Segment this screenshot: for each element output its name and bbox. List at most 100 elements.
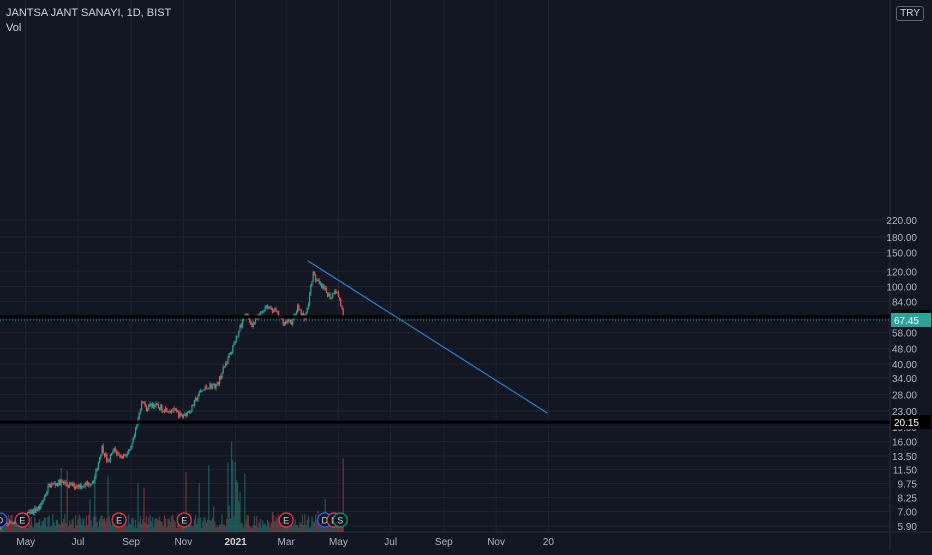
candle	[179, 410, 181, 418]
price-tick-label: 100.00	[886, 283, 917, 294]
event-marker-e[interactable]: E	[111, 512, 127, 528]
volume-bar	[76, 525, 78, 532]
volume-bar	[114, 522, 116, 532]
candle-body	[36, 509, 38, 511]
candle	[169, 410, 171, 414]
volume-bar	[237, 482, 239, 532]
volume-bar	[309, 527, 311, 532]
volume-bar	[271, 511, 273, 532]
price-tick-label: 9.75	[898, 480, 918, 491]
volume-bar	[73, 527, 75, 532]
candle-body	[117, 452, 119, 454]
candle-body	[69, 483, 71, 487]
candle-body	[195, 398, 197, 401]
candle-body	[130, 447, 132, 450]
candle-body	[216, 382, 218, 386]
candle	[301, 312, 303, 316]
event-marker-e[interactable]: E	[278, 512, 294, 528]
candle-body	[121, 455, 123, 458]
candle-body	[78, 484, 80, 488]
candle	[149, 401, 151, 407]
volume-bar	[57, 520, 59, 532]
candle	[40, 502, 42, 511]
event-marker-e[interactable]: E	[14, 512, 30, 528]
candle-body	[334, 290, 336, 294]
candle	[114, 446, 116, 453]
candle	[126, 451, 128, 458]
volume-label[interactable]: Vol	[6, 22, 22, 34]
candle	[119, 453, 121, 459]
candle-body	[325, 287, 327, 293]
time-tick-label: Mar	[278, 537, 296, 548]
time-axis[interactable]: May Jul Sep Nov 2021 Mar May Jul Sep Nov 20	[0, 531, 932, 548]
candle-body	[180, 412, 182, 416]
candle-body	[72, 483, 74, 486]
volume-bar	[211, 517, 213, 532]
event-marker-circle	[278, 512, 294, 528]
volume-bar	[195, 514, 197, 532]
candle-body	[288, 319, 290, 321]
candle-body	[262, 311, 264, 313]
candle-body	[211, 385, 213, 389]
candle-body	[300, 310, 302, 316]
candle	[315, 273, 317, 283]
candle	[186, 411, 188, 417]
event-marker-e[interactable]: E	[176, 512, 192, 528]
volume-bar	[265, 526, 267, 532]
candle	[33, 508, 35, 516]
candle-body	[283, 324, 285, 325]
candle-body	[342, 309, 344, 316]
volume-bar	[280, 524, 282, 532]
volume-bar	[138, 521, 140, 532]
candle-body	[43, 496, 45, 500]
candle-body	[210, 383, 212, 389]
volume-bar	[9, 524, 11, 532]
candle	[113, 447, 115, 454]
volume-bar	[34, 517, 36, 532]
candle-body	[185, 413, 187, 416]
volume-bar	[189, 522, 191, 532]
candle-body	[100, 454, 102, 458]
volume-bar	[210, 520, 212, 532]
candle-body	[298, 305, 300, 309]
candle-body	[46, 492, 48, 495]
symbol-title[interactable]: JANTSA JANT SANAYI, 1D, BIST	[6, 7, 172, 19]
candle	[136, 424, 138, 431]
candle-body	[102, 445, 104, 454]
candle-body	[30, 510, 32, 514]
event-marker-s[interactable]: S	[332, 512, 348, 528]
volume-bar	[70, 524, 72, 532]
candle-body	[85, 483, 87, 485]
candle	[228, 352, 230, 359]
candle	[160, 403, 162, 411]
volume-bar	[35, 522, 37, 532]
candle-body	[313, 271, 315, 275]
price-tick-label: 48.00	[892, 345, 917, 356]
candle-body	[39, 506, 41, 509]
currency-badge[interactable]: TRY	[896, 6, 924, 21]
volume-bar	[241, 523, 243, 532]
candle	[195, 396, 197, 402]
candle-body	[67, 485, 69, 487]
event-marker-d[interactable]: D	[0, 512, 8, 528]
candle-body	[189, 411, 191, 413]
time-tick-label: Jul	[384, 537, 397, 548]
event-markers[interactable]: DEEEEDES	[0, 512, 348, 528]
volume-bar	[48, 515, 50, 532]
candle	[292, 317, 294, 327]
volume-bar	[59, 524, 61, 532]
candle-body	[60, 480, 62, 486]
volume-bar	[150, 521, 152, 532]
candle	[342, 307, 344, 316]
trendline[interactable]	[307, 260, 548, 414]
volume-bar	[204, 517, 206, 532]
candle-body	[333, 293, 335, 295]
candle-body	[225, 363, 227, 367]
volume-bar	[245, 520, 247, 532]
volume-bar	[139, 516, 141, 532]
candle-body	[106, 454, 108, 462]
volume-bar	[303, 525, 305, 532]
candle	[9, 519, 11, 525]
